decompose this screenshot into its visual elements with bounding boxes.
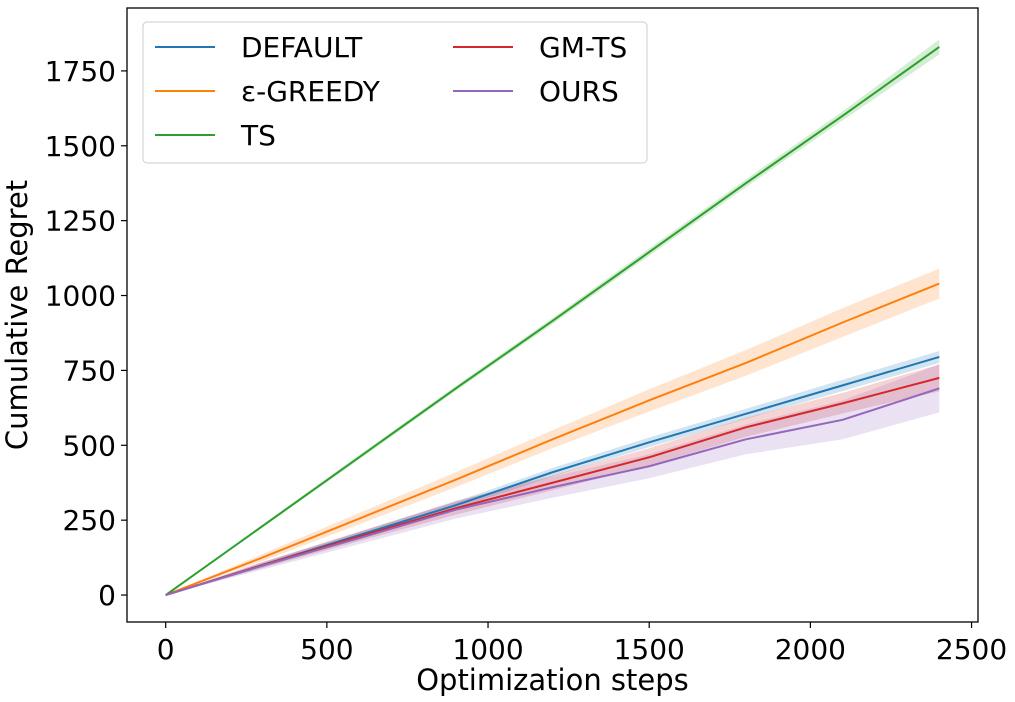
- legend-label: ε-GREEDY: [241, 75, 381, 108]
- y-tick-label: 1250: [45, 205, 116, 238]
- legend-item-gm-ts: GM-TS: [453, 31, 627, 64]
- line-ours: [165, 387, 940, 597]
- x-tick-label: 1000: [452, 633, 523, 666]
- legend-label: GM-TS: [539, 31, 627, 64]
- x-axis-label: Optimization steps: [416, 663, 689, 697]
- line-greedy: [165, 282, 940, 596]
- band-greedy: [165, 268, 940, 596]
- y-tick-label: 750: [63, 354, 116, 387]
- y-tick-label: 1750: [45, 55, 116, 88]
- series-lines: [165, 46, 940, 597]
- y-tick-label: 250: [63, 504, 116, 537]
- y-axis-label: Cumulative Regret: [0, 180, 34, 450]
- y-tick-label: 1500: [45, 130, 116, 163]
- legend-item-ours: OURS: [453, 75, 619, 108]
- y-axis-ticks: 0 250 500 750 1000 1250 1500 1750: [45, 55, 127, 612]
- legend-label: DEFAULT: [241, 31, 363, 64]
- legend-box: [142, 21, 648, 164]
- x-tick-label: 0: [157, 633, 175, 666]
- line-ts: [165, 46, 940, 596]
- legend-item-default: DEFAULT: [155, 31, 363, 64]
- legend: DEFAULT ε-GREEDY TS GM-TS OURS: [142, 21, 648, 164]
- y-tick-label: 500: [63, 429, 116, 462]
- x-tick-label: 2000: [775, 633, 846, 666]
- legend-label: TS: [240, 119, 276, 152]
- y-tick-label: 1000: [45, 280, 116, 313]
- legend-item-greedy: ε-GREEDY: [155, 75, 381, 108]
- plot-frame: [126, 7, 979, 623]
- x-tick-label: 2500: [936, 633, 1007, 666]
- legend-item-ts: TS: [155, 119, 276, 152]
- x-axis-ticks: 0 500 1000 1500 2000 2500: [157, 622, 1007, 666]
- legend-label: OURS: [539, 75, 619, 108]
- x-tick-label: 500: [300, 633, 353, 666]
- x-tick-label: 1500: [614, 633, 685, 666]
- y-tick-label: 0: [98, 579, 116, 612]
